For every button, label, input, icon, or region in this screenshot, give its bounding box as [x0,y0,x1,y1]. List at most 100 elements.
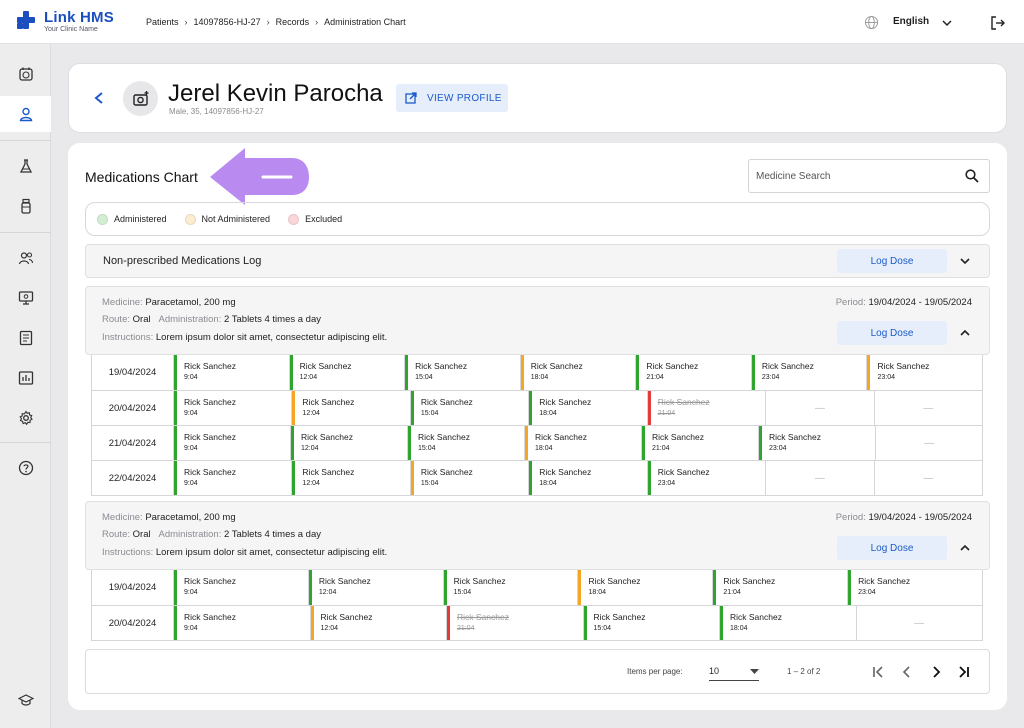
dose-cell[interactable]: Rick Sanchez 18:04 [578,570,714,605]
row-date: 21/04/2024 [92,426,174,460]
administered-by: Rick Sanchez [723,576,776,586]
status-bar [174,355,177,390]
sidebar-item-pharmacy[interactable] [0,188,51,224]
status-bar [174,391,177,425]
medication-card[interactable]: Medicine: Paracetamol, 200 mg Route: Oral… [85,286,990,355]
sidebar-item-staff[interactable] [0,240,51,276]
dose-cell[interactable]: Rick Sanchez 15:04 [405,355,521,390]
empty-dose-cell[interactable]: — [766,391,875,425]
administered-by: Rick Sanchez [877,361,930,371]
empty-dose-cell[interactable]: — [923,472,934,484]
sidebar-item-reports[interactable] [0,360,51,396]
empty-dose-cell[interactable]: — [766,461,875,495]
app-tagline: Your Clinic Name [44,26,98,33]
administered-by: Rick Sanchez [535,432,587,442]
administered-by: Rick Sanchez [184,397,236,407]
dose-cell[interactable]: Rick Sanchez 9:04 [174,426,291,460]
dose-cell[interactable]: Rick Sanchez 21:04 [713,570,849,605]
breadcrumb-records[interactable]: Records [275,17,310,27]
dose-cell[interactable]: Rick Sanchez 21:04 [447,606,584,640]
dose-time: 9:04 [184,445,198,452]
nonprescribed-log-row[interactable]: Non-prescribed Medications Log Log Dose [85,244,990,278]
chevron-up-icon[interactable] [959,542,971,554]
chevron-up-icon[interactable] [959,327,971,339]
logout-icon[interactable] [990,15,1006,31]
dose-cell[interactable]: Rick Sanchez 15:04 [408,426,525,460]
back-arrow-icon[interactable] [93,91,105,105]
breadcrumb-patient-id[interactable]: 14097856-HJ-27 [193,17,261,27]
dose-cell[interactable]: Rick Sanchez 12:04 [308,570,444,605]
sidebar-item-lab[interactable] [0,148,51,184]
sidebar-item-training[interactable] [0,682,51,718]
team-icon [18,252,33,265]
dose-cell[interactable]: Rick Sanchez 23:04 [751,355,868,390]
dose-cell[interactable]: Rick Sanchez 21:04 [642,426,759,460]
view-profile-button[interactable]: VIEW PROFILE [396,84,508,112]
sidebar-item-documents[interactable] [0,320,51,356]
legend-label: Not Administered [201,214,271,224]
status-bar [310,606,314,640]
dose-cell[interactable]: Rick Sanchez 9:04 [174,606,311,640]
dose-cell[interactable]: Rick Sanchez 23:04 [867,355,982,390]
app-logo[interactable]: Link HMS Your Clinic Name [16,10,114,33]
sidebar-item-schedule[interactable] [0,56,51,92]
breadcrumb-patients[interactable]: Patients [146,17,179,27]
dose-cell[interactable]: Rick Sanchez 12:04 [289,355,406,390]
administered-by: Rick Sanchez [588,576,641,586]
chevron-down-icon[interactable] [959,255,971,267]
dose-time: 21:04 [723,589,741,596]
dose-cell[interactable]: Rick Sanchez 18:04 [720,606,857,640]
dose-cell[interactable]: Rick Sanchez 23:04 [759,426,876,460]
status-bar [867,355,871,390]
dose-cell[interactable]: Rick Sanchez 18:04 [525,426,642,460]
status-bar [529,461,533,495]
empty-dose-cell[interactable]: — [914,617,925,629]
dose-cell[interactable]: Rick Sanchez 12:04 [310,606,447,640]
dose-cell[interactable]: Rick Sanchez 18:04 [529,461,648,495]
medication-card[interactable]: Medicine: Paracetamol, 200 mg Route: Oral… [85,501,990,570]
log-dose-button[interactable]: Log Dose [837,536,947,560]
dose-cell[interactable]: Rick Sanchez 9:04 [174,355,290,390]
dose-cell[interactable]: Rick Sanchez 21:04 [647,391,767,425]
dose-cell[interactable]: Rick Sanchez 9:04 [174,391,293,425]
log-dose-button[interactable]: Log Dose [837,249,947,273]
dose-time: 12:04 [299,374,318,381]
dose-cell[interactable]: Rick Sanchez 23:04 [848,570,982,605]
avatar[interactable] [123,81,158,116]
dose-time: 15:04 [415,374,433,381]
dose-cell[interactable]: Rick Sanchez 15:04 [443,570,579,605]
status-bar [647,391,651,425]
dose-cell[interactable]: Rick Sanchez 15:04 [410,391,530,425]
dose-cell[interactable]: Rick Sanchez 12:04 [292,461,411,495]
dose-cell[interactable]: Rick Sanchez 9:04 [174,461,293,495]
sidebar-item-monitor[interactable] [0,280,51,316]
empty-dose-cell[interactable]: — [924,437,934,449]
dose-cell[interactable]: Rick Sanchez 18:04 [529,391,648,425]
dose-cell[interactable]: Rick Sanchez 12:04 [291,426,408,460]
empty-dose-cell[interactable]: — [923,402,934,414]
sidebar-item-patients[interactable] [0,96,51,132]
dose-cell[interactable]: Rick Sanchez 15:04 [410,461,530,495]
last-page-icon[interactable] [957,665,971,679]
external-link-icon [405,92,417,104]
administered-by: Rick Sanchez [457,612,509,622]
dose-cell[interactable]: Rick Sanchez 21:04 [636,355,752,390]
chevron-down-icon[interactable] [941,17,953,29]
medicine-search-input[interactable]: Medicine Search [748,159,990,193]
next-page-icon[interactable] [929,665,943,679]
previous-page-icon[interactable] [900,665,914,679]
dose-cell[interactable]: Rick Sanchez 15:04 [583,606,720,640]
row-date: 20/04/2024 [92,606,174,640]
dose-cell[interactable]: Rick Sanchez 12:04 [292,391,411,425]
sidebar-item-settings[interactable] [0,400,51,436]
log-dose-button[interactable]: Log Dose [837,321,947,345]
administration-label: Administration: [158,314,222,325]
search-icon[interactable] [965,169,979,183]
dose-cell[interactable]: Rick Sanchez 18:04 [520,355,637,390]
dose-cell[interactable]: Rick Sanchez 9:04 [174,570,309,605]
first-page-icon[interactable] [871,665,885,679]
sidebar-item-help[interactable] [0,450,51,486]
language-selector[interactable]: English [893,16,930,27]
items-per-page-select[interactable]: 10 [709,663,759,681]
dose-cell[interactable]: Rick Sanchez 23:04 [647,461,767,495]
